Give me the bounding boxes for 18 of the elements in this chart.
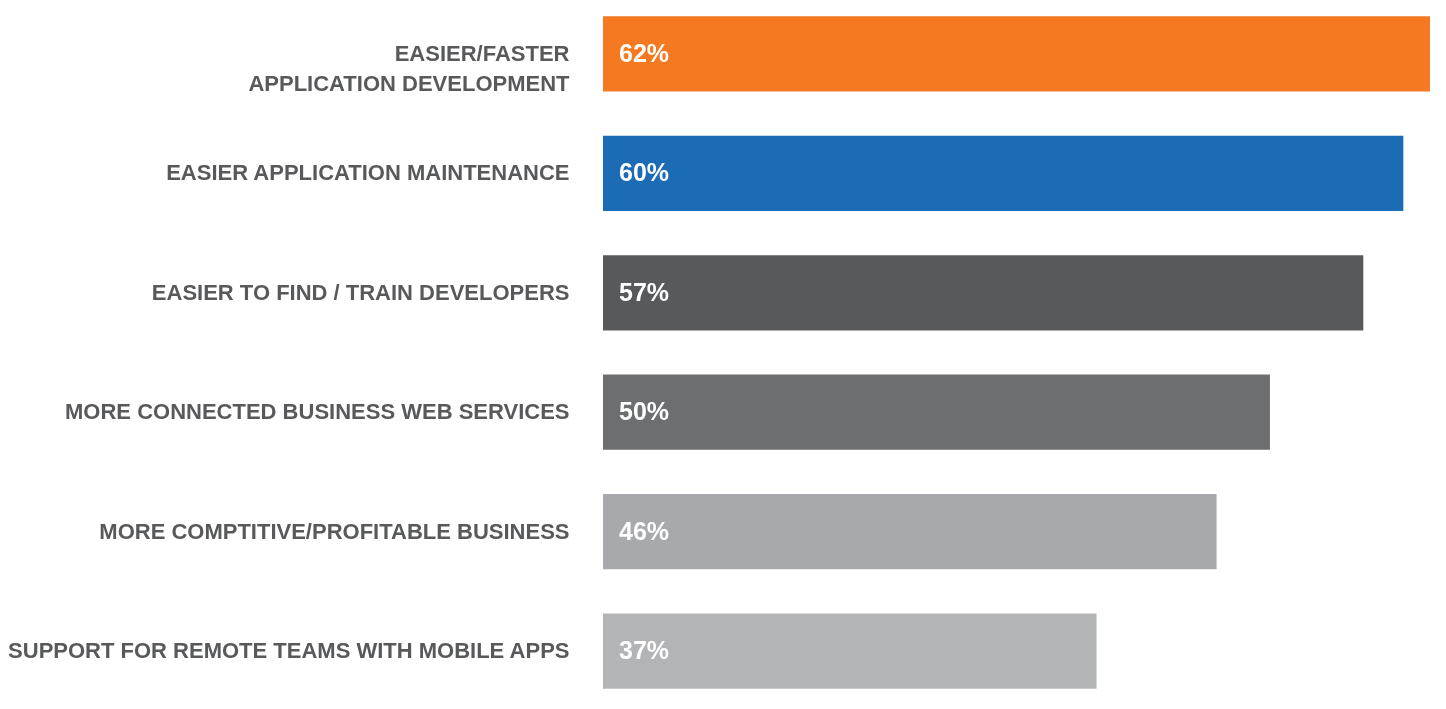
y-tick-label: MORE CONNECTED BUSINESS WEB SERVICES — [65, 399, 570, 425]
bar — [603, 374, 1270, 450]
bar — [603, 494, 1217, 570]
y-tick-label: MORE COMPTITIVE/PROFITABLE BUSINESS — [99, 518, 570, 544]
data-label: 57% — [619, 277, 670, 306]
y-tick-label: EASIER APPLICATION MAINTENANCE — [166, 160, 570, 186]
y-tick-label: EASIER/FASTER APPLICATION DEVELOPMENT — [248, 40, 571, 96]
data-label: 60% — [619, 158, 670, 187]
y-tick-label: EASIER TO FIND / TRAIN DEVELOPERS — [151, 279, 570, 305]
data-label: 46% — [619, 516, 670, 545]
data-label: 50% — [619, 397, 670, 426]
bar — [603, 613, 1097, 689]
y-tick-label: SUPPORT FOR REMOTE TEAMS WITH MOBILE APPS — [8, 638, 570, 664]
bar — [603, 16, 1430, 92]
data-label: 62% — [619, 38, 670, 67]
data-label: 37% — [619, 636, 670, 665]
bar — [603, 135, 1404, 211]
bar — [603, 255, 1364, 331]
